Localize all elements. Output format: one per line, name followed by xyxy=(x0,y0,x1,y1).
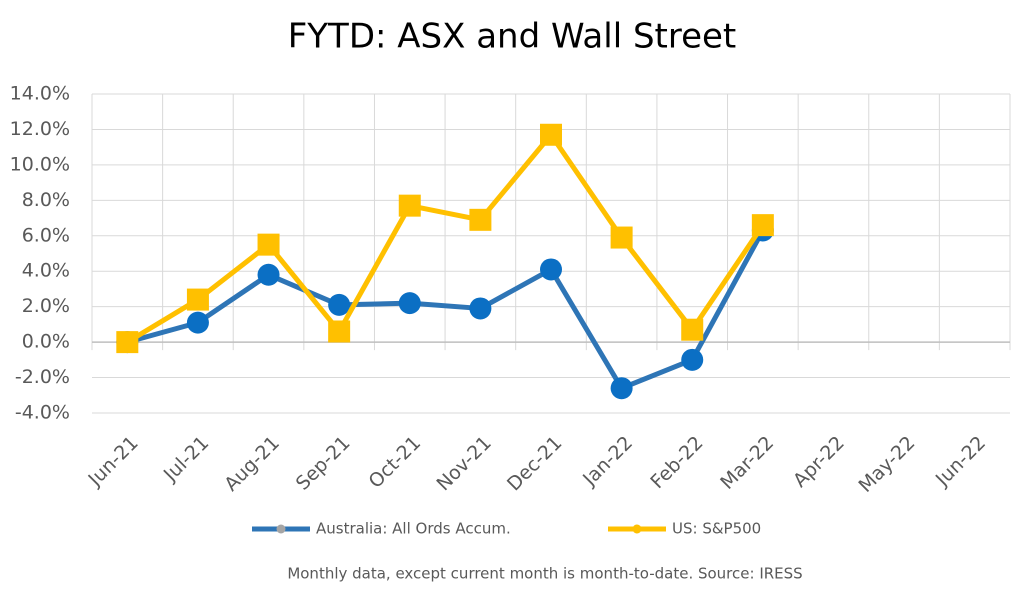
x-tick-label: Jun-21 xyxy=(84,432,143,491)
y-tick-label: -2.0% xyxy=(15,366,70,388)
marker xyxy=(469,208,492,231)
x-tick-label: May-22 xyxy=(854,432,919,497)
marker xyxy=(186,288,209,311)
y-tick-label: 14.0% xyxy=(10,83,70,105)
marker xyxy=(257,263,280,286)
legend-label: US: S&P500 xyxy=(672,520,761,538)
marker xyxy=(328,320,351,343)
y-tick-label: 6.0% xyxy=(22,224,70,246)
marker xyxy=(681,348,704,371)
marker xyxy=(398,194,421,217)
marker xyxy=(469,297,492,320)
legend-marker xyxy=(276,524,286,534)
x-tick-label: Jun-22 xyxy=(931,432,990,491)
x-tick-label: Feb-22 xyxy=(646,432,707,493)
x-tick-label: Oct-21 xyxy=(364,432,425,493)
marker xyxy=(186,311,209,334)
marker xyxy=(540,258,562,281)
legend-label: Australia: All Ords Accum. xyxy=(316,520,511,538)
marker xyxy=(398,292,421,315)
marker xyxy=(116,331,139,354)
marker xyxy=(610,226,633,249)
x-tick-label: Jan-22 xyxy=(578,432,637,491)
x-tick-label: Jul-21 xyxy=(159,432,213,486)
x-tick-label: Sep-21 xyxy=(292,432,355,495)
x-tick-label: Nov-21 xyxy=(432,432,495,495)
chart-title: FYTD: ASX and Wall Street xyxy=(288,17,737,57)
marker xyxy=(328,293,351,316)
y-tick-label: 4.0% xyxy=(22,260,70,282)
y-tick-label: 10.0% xyxy=(10,153,70,175)
footnote: Monthly data, except current month is mo… xyxy=(287,565,802,583)
y-tick-label: 12.0% xyxy=(10,118,70,140)
series-line xyxy=(126,229,766,391)
x-tick-label: Dec-21 xyxy=(503,432,567,496)
x-tick-label: Mar-22 xyxy=(716,432,778,494)
y-tick-label: 0.0% xyxy=(22,331,70,353)
series-line xyxy=(126,132,765,345)
y-tick-label: 2.0% xyxy=(22,295,70,317)
marker xyxy=(257,233,280,256)
legend-marker xyxy=(632,524,642,534)
marker xyxy=(681,318,704,341)
x-tick-label: Aug-21 xyxy=(220,432,284,496)
marker xyxy=(540,123,562,146)
x-tick-label: Apr-22 xyxy=(789,432,849,492)
y-tick-label: 8.0% xyxy=(22,189,70,211)
marker xyxy=(610,377,633,400)
marker xyxy=(751,214,774,237)
y-tick-label: -4.0% xyxy=(15,402,70,424)
